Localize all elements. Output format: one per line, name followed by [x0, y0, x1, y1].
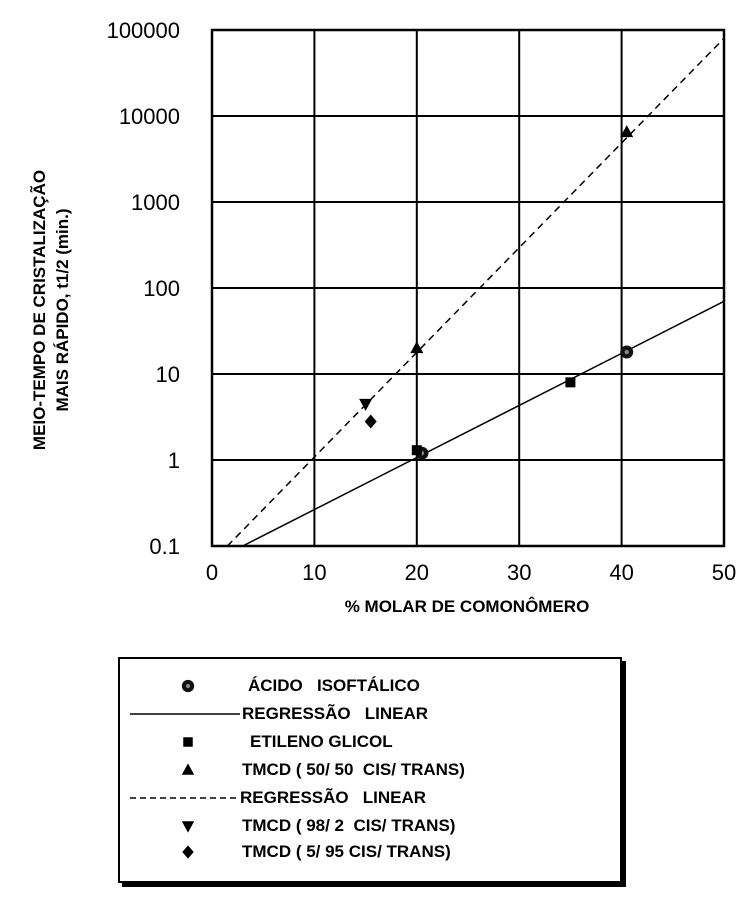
legend-item: REGRESSÃO LINEAR: [120, 785, 620, 811]
legend-symbol: [181, 821, 195, 833]
legend-label: ÁCIDO ISOFTÁLICO: [248, 676, 420, 695]
x-tick-label: 40: [609, 560, 633, 585]
x-tick-label: 30: [507, 560, 531, 585]
y-tick-labels: 0.1 1 10 100 1000 10000 100000: [107, 18, 180, 559]
y-tick-label: 100: [143, 276, 180, 301]
data-points: [359, 125, 634, 460]
legend-marker: [181, 763, 195, 775]
regression-lines: [226, 37, 725, 547]
x-tick-label: 10: [302, 560, 326, 585]
legend-label: ETILENO GLICOL: [250, 732, 393, 751]
legend-symbol: [130, 713, 240, 715]
y-tick-label: 10: [156, 362, 180, 387]
data-point-triangle: [620, 125, 634, 138]
legend-marker: [183, 737, 193, 747]
legend-item: TMCD ( 98/ 2 CIS/ TRANS): [120, 813, 620, 839]
x-tick-label: 20: [405, 560, 429, 585]
plot-frame: [210, 28, 726, 548]
legend-symbol: [182, 845, 194, 859]
x-tick-labels: 0 10 20 30 40 50: [206, 560, 736, 585]
legend-label: REGRESSÃO LINEAR: [242, 704, 429, 723]
regression-line-dashed: [226, 37, 725, 547]
x-tick-label: 50: [712, 560, 736, 585]
y-tick-label: 10000: [119, 104, 180, 129]
marker-highlight: [624, 349, 629, 355]
y-axis-title-line2: MAIS RÁPIDO, t1/2 (min.): [53, 208, 72, 411]
data-point-square: [565, 377, 576, 388]
legend-item: TMCD ( 50/ 50 CIS/ TRANS): [120, 757, 620, 783]
legend-item: REGRESSÃO LINEAR: [120, 701, 620, 727]
legend-symbol: [130, 797, 240, 799]
marker-highlight: [185, 683, 191, 689]
legend-marker: [181, 679, 195, 693]
data-point-diamond: [364, 414, 377, 429]
y-tick-label: 1000: [131, 190, 180, 215]
data-point-square: [411, 445, 422, 456]
chart: 0 10 20 30 40 50 0.1 1 10 100 1000 10000 100000 % M…: [29, 18, 736, 616]
legend-marker: [182, 845, 194, 859]
x-tick-label: 0: [206, 560, 218, 585]
y-tick-label: 1: [168, 448, 180, 473]
y-tick-label: 0.1: [149, 534, 180, 559]
data-point-triangle: [410, 341, 424, 354]
data-point-circle: [620, 345, 634, 359]
legend-item: ETILENO GLICOL: [120, 729, 620, 755]
y-tick-label: 100000: [107, 18, 180, 43]
legend-label: TMCD ( 5/ 95 CIS/ TRANS): [242, 842, 451, 861]
legend-symbol: [181, 679, 195, 693]
legend-symbol: [183, 737, 193, 747]
y-axis-title-line1: MEIO-TEMPO DE CRISTALIZAÇÃO: [29, 170, 49, 450]
legend-label: TMCD ( 98/ 2 CIS/ TRANS): [242, 816, 456, 835]
legend-marker: [181, 821, 195, 833]
legend-item: ÁCIDO ISOFTÁLICO: [120, 673, 620, 699]
x-axis-title: % MOLAR DE COMONÔMERO: [345, 597, 590, 616]
regression-line-solid: [242, 300, 725, 547]
data-point-triangle-down: [359, 398, 373, 411]
legend-label: REGRESSÃO LINEAR: [240, 788, 427, 807]
legend: ÁCIDO ISOFTÁLICO REGRESSÃO LINEAR ETILENO …: [118, 657, 622, 883]
legend-item: TMCD ( 5/ 95 CIS/ TRANS): [120, 839, 620, 865]
legend-symbol: [181, 763, 195, 775]
grid: [210, 28, 726, 548]
legend-label: TMCD ( 50/ 50 CIS/ TRANS): [242, 760, 465, 779]
